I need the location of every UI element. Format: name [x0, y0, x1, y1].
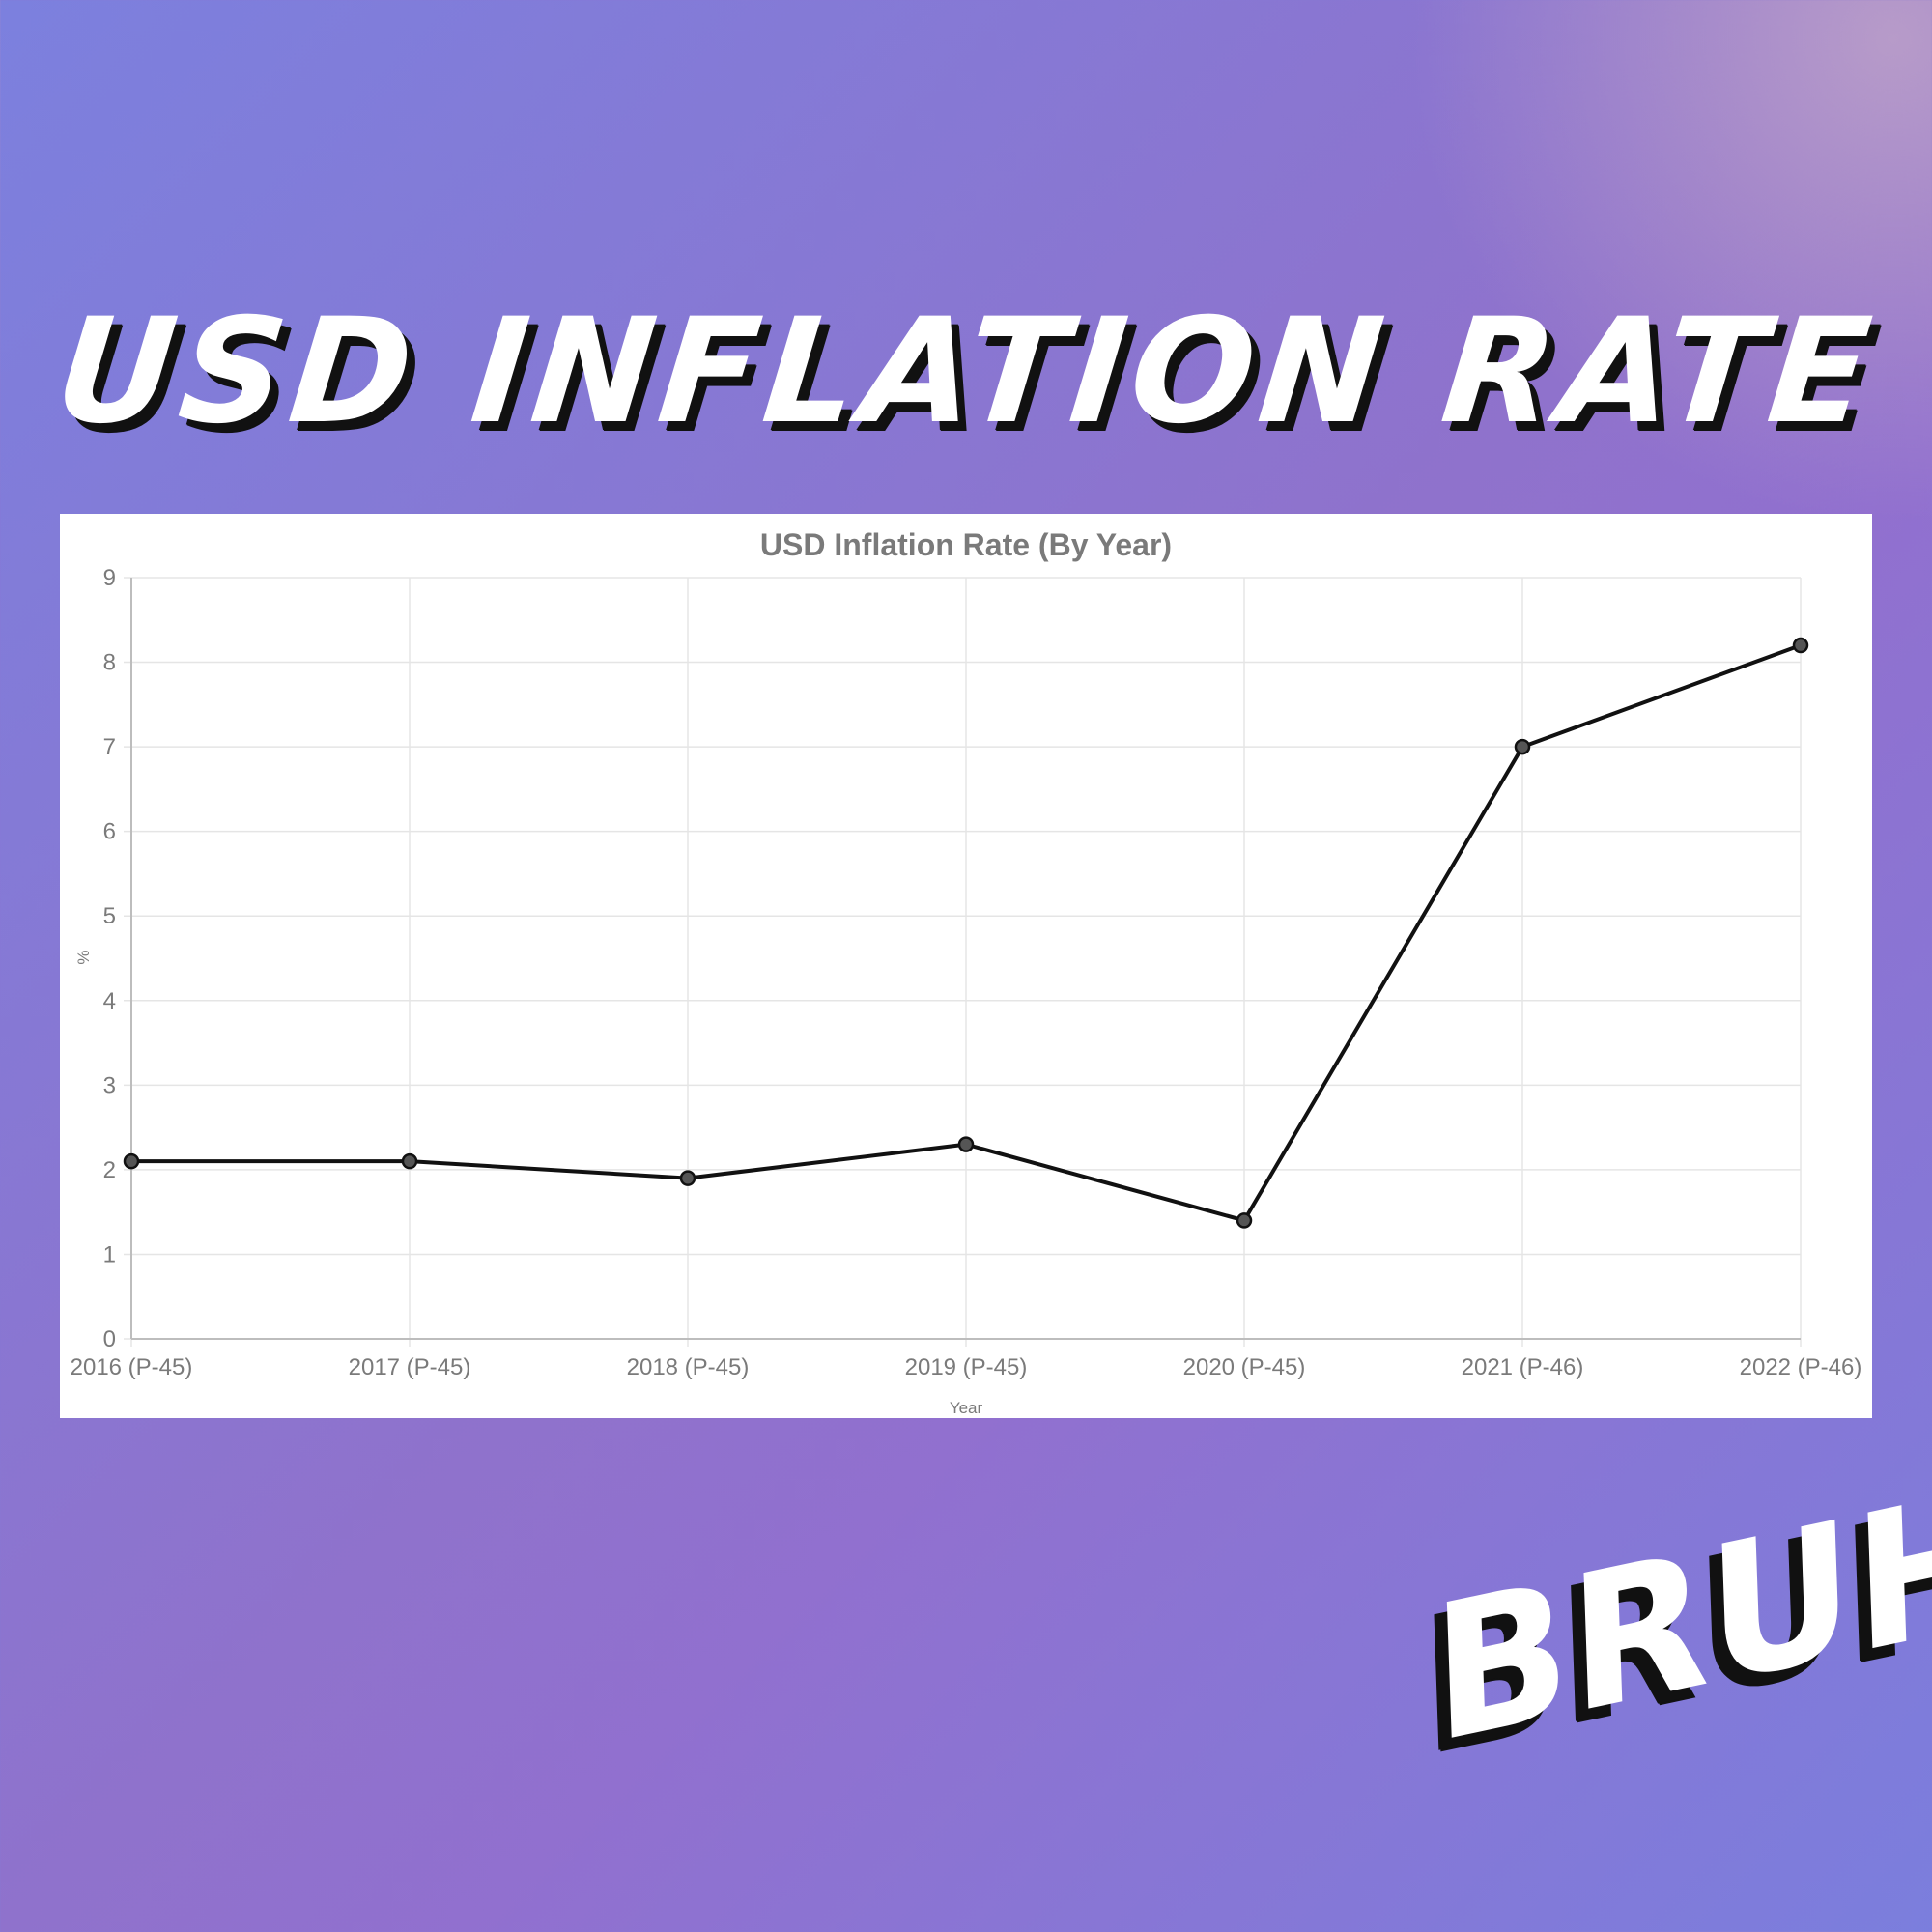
chart-card: 0 1 2 3 4 5 6 7 8 9 2016 (P-45) 2017 (P-45) 2018 (P-…	[60, 514, 1872, 1418]
axis-layer: 0 1 2 3 4 5 6 7 8 9 2016 (P-45) 2017 (P-45) 2018 (P-…	[71, 565, 1862, 1380]
y-tick-label: 7	[103, 734, 116, 760]
data-point	[679, 1170, 696, 1186]
x-tick-label: 2016 (P-45)	[71, 1354, 193, 1380]
data-point	[123, 1152, 140, 1170]
x-tick-label: 2017 (P-45)	[349, 1354, 471, 1380]
data-point	[401, 1152, 418, 1170]
y-tick-label: 4	[103, 988, 116, 1014]
y-tick-label: 6	[103, 819, 116, 845]
x-tick-label: 2021 (P-46)	[1462, 1354, 1584, 1380]
bruh-sticker: BRUH!	[1429, 1430, 1932, 1786]
grid-layer	[124, 577, 1802, 1347]
x-tick-label: 2019 (P-45)	[905, 1354, 1028, 1380]
data-point	[1792, 637, 1809, 654]
x-axis-title: Year	[950, 1399, 983, 1417]
data-point	[1236, 1212, 1253, 1229]
y-tick-label: 1	[103, 1241, 116, 1267]
chart-title: USD Inflation Rate (By Year)	[760, 527, 1172, 562]
y-tick-label: 2	[103, 1157, 116, 1183]
line-chart: 0 1 2 3 4 5 6 7 8 9 2016 (P-45) 2017 (P-45) 2018 (P-…	[71, 527, 1862, 1417]
label-layer: USD Inflation Rate (By Year) Year %	[74, 527, 1172, 1417]
y-tick-label: 3	[103, 1072, 116, 1098]
y-tick-label: 0	[103, 1326, 116, 1352]
x-tick-label: 2020 (P-45)	[1183, 1354, 1306, 1380]
x-tick-label: 2018 (P-45)	[627, 1354, 750, 1380]
data-point	[957, 1136, 975, 1152]
y-tick-label: 5	[103, 903, 116, 929]
headline: USD INFLATION RATE	[48, 288, 1884, 456]
y-axis-title: %	[74, 950, 93, 964]
x-tick-label: 2022 (P-46)	[1740, 1354, 1862, 1380]
y-tick-label: 8	[103, 650, 116, 676]
point-layer	[123, 637, 1809, 1229]
y-tick-label: 9	[103, 565, 116, 591]
data-point	[1514, 738, 1531, 755]
